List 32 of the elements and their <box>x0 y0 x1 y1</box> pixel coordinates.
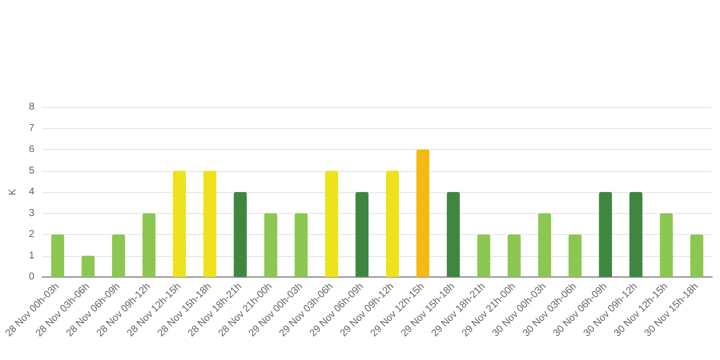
bar <box>172 170 186 277</box>
bar <box>203 170 216 277</box>
y-tick-label: 3 <box>28 208 35 219</box>
bar <box>142 213 156 277</box>
bar <box>598 192 612 277</box>
y-tick-label: 1 <box>28 250 35 262</box>
bar <box>325 170 338 277</box>
y-tick-label: 5 <box>28 165 35 176</box>
y-axis-title: K <box>8 188 18 196</box>
bar <box>264 213 278 277</box>
bar <box>51 234 64 277</box>
bar <box>477 234 490 277</box>
bar <box>234 192 247 277</box>
y-tick-label: 4 <box>28 186 35 198</box>
bar <box>446 192 460 277</box>
y-tick-label: 0 <box>28 272 35 282</box>
bar <box>538 213 552 277</box>
bar <box>568 234 582 277</box>
bar <box>82 256 95 277</box>
bar <box>629 192 642 277</box>
y-tick-label: 6 <box>28 144 35 155</box>
bar <box>690 234 704 277</box>
y-tick-label: 8 <box>28 102 35 112</box>
bar <box>660 213 673 277</box>
bar <box>294 213 308 277</box>
y-tick-label: 7 <box>28 122 35 134</box>
bar <box>356 192 369 277</box>
bar <box>386 170 399 277</box>
bar <box>112 234 126 277</box>
bar <box>416 150 430 277</box>
bar <box>508 234 521 277</box>
y-tick-label: 2 <box>28 229 35 240</box>
